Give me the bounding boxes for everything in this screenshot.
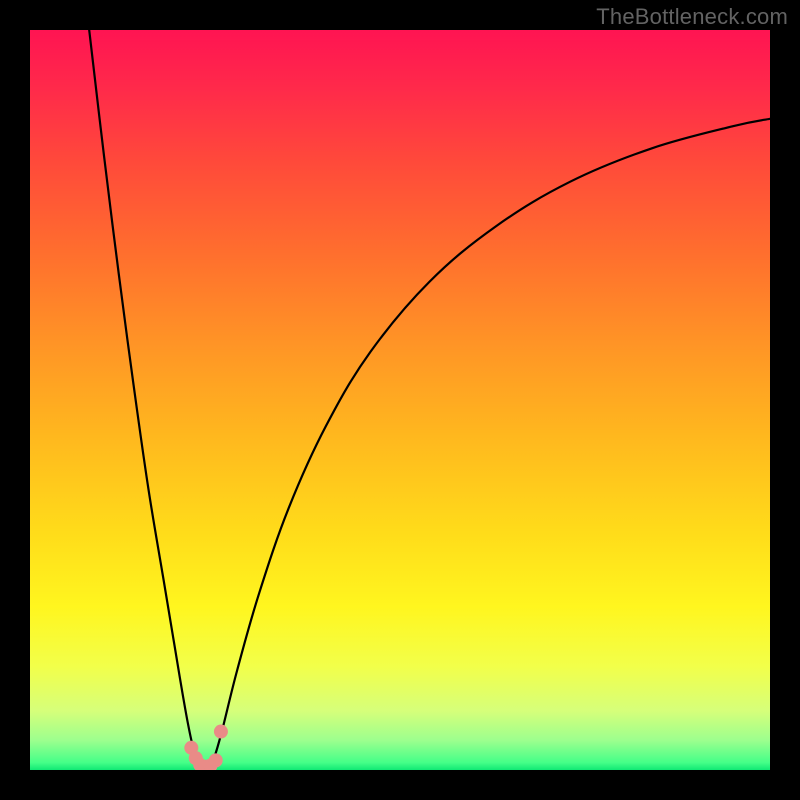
bottleneck-curve-left — [89, 30, 201, 766]
plot-area — [30, 30, 770, 770]
trough-markers — [184, 725, 228, 770]
plot-curves-layer — [30, 30, 770, 770]
chart-frame: TheBottleneck.com — [0, 0, 800, 800]
bottleneck-curve-right — [210, 119, 770, 767]
watermark-label: TheBottleneck.com — [596, 4, 788, 30]
trough-marker — [214, 725, 228, 739]
trough-marker — [209, 753, 223, 767]
